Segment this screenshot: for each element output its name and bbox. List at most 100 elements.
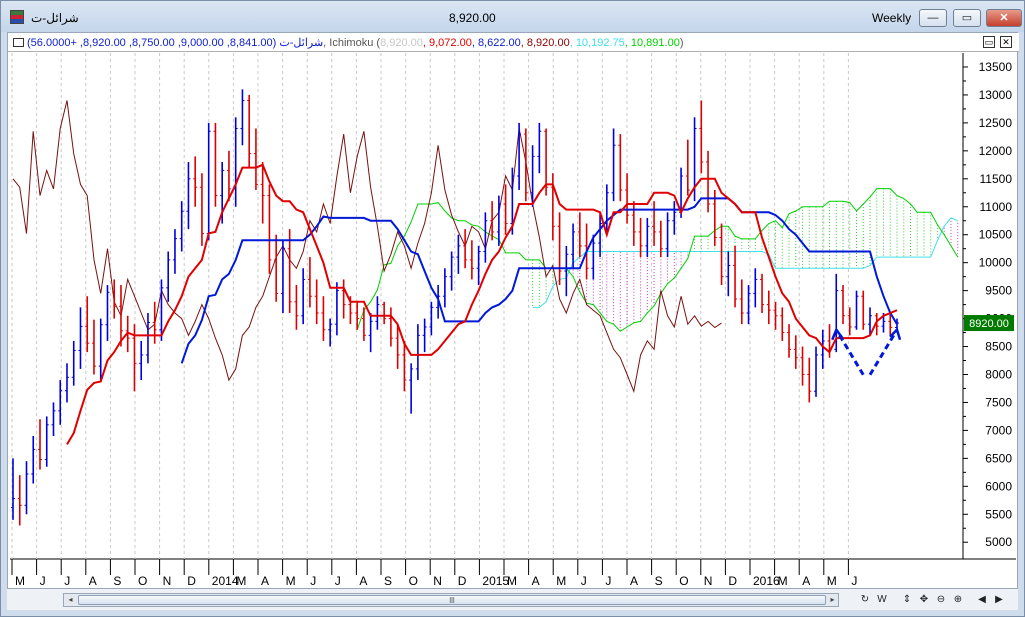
x-tick-label: S (113, 574, 121, 588)
x-tick-label: M (556, 574, 566, 588)
legend-value-2: , 8,622.00 (471, 37, 521, 49)
next-icon[interactable]: ▶ (995, 594, 1003, 605)
x-tick-label: J (310, 574, 316, 588)
y-tick-label: 5500 (985, 507, 1012, 521)
close-button[interactable]: ✕ (986, 9, 1022, 27)
legend-value-0: 8,920.00 (380, 37, 423, 49)
vertical-resize-icon[interactable]: ⇕ (902, 594, 912, 605)
x-tick-label: O (138, 574, 147, 588)
last-price-label: 8920.00 (969, 318, 1009, 330)
x-tick-label: J (851, 574, 857, 588)
window-title: شرائل-ت (31, 11, 79, 25)
legend-bar: شرائل-ت (8,841.00, 9,000.00, 8,750.00, 8… (8, 33, 1019, 52)
y-tick-label: 12000 (979, 144, 1013, 158)
minimize-button[interactable]: — (919, 9, 947, 27)
y-tick-label: 13000 (979, 88, 1013, 102)
legend-symbol: شرائل-ت (279, 37, 324, 49)
y-tick-label: 8500 (985, 340, 1012, 354)
maximize-button[interactable]: ▭ (953, 9, 981, 27)
move-icon[interactable]: ✥ (919, 594, 929, 605)
y-tick-label: 5000 (985, 535, 1012, 549)
annotation-arrowhead-right (889, 327, 902, 341)
x-tick-label: A (532, 574, 540, 588)
y-tick-label: 11500 (980, 172, 1013, 186)
x-tick-label: J (64, 574, 70, 588)
close-pane-icon[interactable]: ✕ (1000, 36, 1012, 48)
legend-value-5: , 10,891.00 (624, 37, 680, 49)
bottom-toolbar: ◂ lll ▸ ↻ W ⇕ ✥ ⊖ ⊕ ◀ ▶ (7, 588, 1018, 610)
x-tick-label: N (163, 574, 172, 588)
x-tick-label: S (655, 574, 663, 588)
legend-ohlc: (8,841.00, 9,000.00, 8,750.00, 8,920.00,… (27, 37, 277, 49)
y-tick-label: 10500 (979, 228, 1013, 242)
x-tick-label: S (384, 574, 392, 588)
legend-value-4: , 10,192.75 (569, 37, 625, 49)
x-tick-label: 2016 (753, 574, 780, 588)
x-tick-label: D (728, 574, 737, 588)
x-tick-label: J (335, 574, 341, 588)
x-tick-label: J (605, 574, 611, 588)
x-tick-label: A (802, 574, 810, 588)
last-price-tag (964, 315, 1014, 332)
x-tick-label: M (286, 574, 296, 588)
legend-indicator: Ichimoku (329, 37, 374, 49)
x-tick-label: O (679, 574, 688, 588)
x-tick-label: A (359, 574, 367, 588)
x-tick-label: A (261, 574, 269, 588)
legend-box-icon[interactable] (13, 38, 24, 47)
x-tick-label: N (433, 574, 442, 588)
x-tick-label: M (827, 574, 837, 588)
x-tick-label: J (581, 574, 587, 588)
y-tick-label: 13500 (979, 60, 1013, 74)
kijun-sen-line (180, 197, 898, 364)
y-tick-label: 11000 (980, 200, 1013, 214)
y-tick-label: 10000 (979, 256, 1013, 270)
legend-text: شرائل-ت (8,841.00, 9,000.00, 8,750.00, 8… (27, 37, 684, 49)
title-price: 8,920.00 (449, 11, 496, 25)
y-tick-label: 6500 (985, 451, 1012, 465)
legend-close-paren: ) (679, 37, 684, 49)
y-tick-label: 7500 (985, 395, 1012, 409)
app-icon (10, 10, 24, 24)
scroll-right-icon[interactable]: ▸ (830, 595, 835, 604)
legend-values: 8,920.00, 9,072.00, 8,622.00, 8,920.00, … (380, 37, 680, 49)
timeframe-label: Weekly (872, 11, 912, 25)
x-tick-label: O (409, 574, 418, 588)
zoom-in-icon[interactable]: ⊕ (953, 594, 963, 605)
x-tick-label: A (89, 574, 97, 588)
weekly-button[interactable]: W (877, 594, 887, 605)
x-tick-label: D (187, 574, 196, 588)
scroll-thumb[interactable]: lll (78, 595, 826, 605)
y-tick-label: 8000 (985, 367, 1012, 381)
scroll-left-icon[interactable]: ◂ (68, 595, 73, 604)
y-tick-label: 12500 (979, 116, 1013, 130)
x-tick-label: 2014 (212, 574, 239, 588)
senkou-span-a-line (356, 188, 959, 332)
y-tick-label: 9500 (985, 284, 1012, 298)
ichimoku-chart[interactable]: 5000550060006500700075008000850090009500… (1, 1, 1024, 588)
x-tick-label: D (458, 574, 467, 588)
senkou-span-b-line (532, 217, 958, 308)
refresh-icon[interactable]: ↻ (860, 594, 870, 605)
horizontal-scrollbar[interactable]: ◂ lll ▸ (63, 593, 839, 607)
restore-pane-icon[interactable]: ▭ (983, 36, 995, 48)
x-tick-label: M (15, 574, 25, 588)
y-tick-label: 7000 (985, 423, 1012, 437)
chikou-span-line (12, 100, 722, 394)
x-tick-label: J (40, 574, 46, 588)
legend-value-1: , 9,072.00 (422, 37, 472, 49)
prev-icon[interactable]: ◀ (978, 594, 986, 605)
tenkan-sen-line (66, 163, 898, 445)
y-tick-label: 6000 (985, 479, 1012, 493)
x-tick-label: N (704, 574, 713, 588)
x-tick-label: A (630, 574, 638, 588)
plot-area (10, 53, 963, 559)
annotation-arrow-right (868, 328, 899, 376)
title-bar[interactable]: شرائل-ت 8,920.00 Weekly — ▭ ✕ (1, 1, 1024, 32)
x-tick-label: M (778, 574, 788, 588)
annotation-arrowhead-left (831, 327, 844, 341)
zoom-out-icon[interactable]: ⊖ (936, 594, 946, 605)
x-tick-label: M (507, 574, 517, 588)
x-tick-label: M (236, 574, 246, 588)
